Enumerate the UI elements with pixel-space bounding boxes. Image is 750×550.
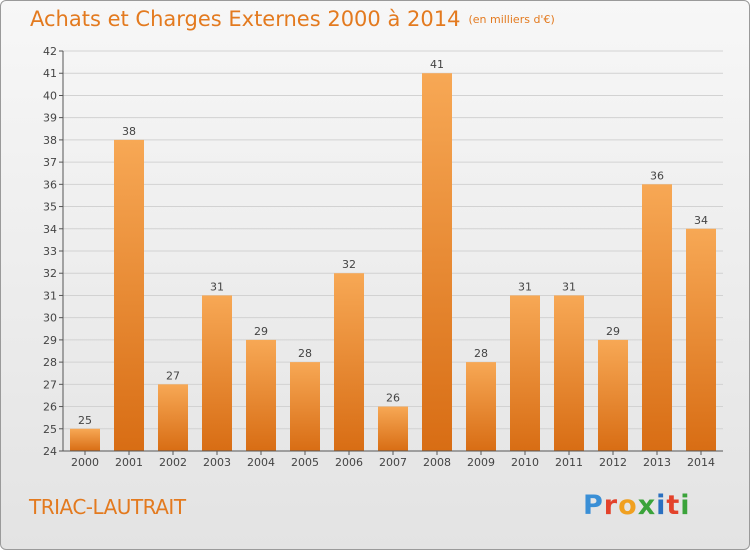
bar — [202, 295, 232, 451]
y-tick-label: 41 — [43, 67, 57, 80]
bar-value-label: 25 — [78, 414, 92, 427]
bar — [70, 428, 100, 451]
bar — [510, 295, 540, 451]
x-tick-label: 2011 — [555, 456, 583, 469]
bar-value-label: 31 — [518, 280, 532, 293]
x-tick-label: 2002 — [159, 456, 187, 469]
x-tick-label: 2000 — [71, 456, 99, 469]
y-tick-label: 32 — [43, 267, 57, 280]
bar-value-label: 34 — [694, 214, 708, 227]
place-name: TRIAC-LAUTRAIT — [29, 495, 186, 519]
bar-value-label: 29 — [254, 325, 268, 338]
logo-letter: t — [666, 490, 681, 521]
logo-letter: x — [637, 490, 657, 521]
y-tick-label: 33 — [43, 245, 57, 258]
x-tick-label: 2014 — [687, 456, 715, 469]
x-tick-label: 2004 — [247, 456, 275, 469]
x-tick-label: 2013 — [643, 456, 671, 469]
y-tick-label: 34 — [43, 223, 57, 236]
bar-value-label: 26 — [386, 392, 400, 405]
bar-value-label: 28 — [298, 347, 312, 360]
x-tick-label: 2006 — [335, 456, 363, 469]
title-text: Achats et Charges Externes 2000 à 2014 — [30, 7, 461, 31]
y-tick-label: 28 — [43, 356, 57, 369]
y-tick-label: 38 — [43, 134, 57, 147]
bar — [334, 273, 364, 451]
bar — [114, 139, 144, 451]
bar-value-label: 41 — [430, 58, 444, 71]
bar-value-label: 31 — [210, 280, 224, 293]
bar-value-label: 29 — [606, 325, 620, 338]
y-tick-label: 24 — [43, 445, 57, 458]
logo-letter: i — [680, 490, 691, 521]
y-tick-label: 25 — [43, 423, 57, 436]
y-tick-label: 37 — [43, 156, 57, 169]
chart-title: Achats et Charges Externes 2000 à 2014 (e… — [30, 7, 555, 31]
x-tick-label: 2001 — [115, 456, 143, 469]
y-tick-label: 36 — [43, 178, 57, 191]
x-tick-label: 2008 — [423, 456, 451, 469]
y-tick-label: 26 — [43, 401, 57, 414]
bar — [290, 362, 320, 451]
bar — [686, 228, 716, 451]
y-tick-label: 30 — [43, 312, 57, 325]
proxiti-logo: Proxiti — [583, 490, 691, 521]
bar — [158, 384, 188, 451]
logo-letter: P — [583, 490, 604, 521]
logo-letter: r — [603, 490, 619, 521]
bar — [422, 73, 452, 451]
y-tick-label: 42 — [43, 45, 57, 58]
y-tick-label: 27 — [43, 378, 57, 391]
logo-letter: o — [618, 490, 638, 521]
title-unit: (en milliers d'€) — [468, 13, 555, 26]
y-tick-label: 31 — [43, 289, 57, 302]
bar — [378, 406, 408, 451]
bar-value-label: 38 — [122, 125, 136, 138]
y-tick-label: 29 — [43, 334, 57, 347]
x-tick-label: 2012 — [599, 456, 627, 469]
x-tick-label: 2003 — [203, 456, 231, 469]
y-tick-label: 40 — [43, 89, 57, 102]
bar — [642, 184, 672, 452]
x-tick-label: 2010 — [511, 456, 539, 469]
x-tick-label: 2005 — [291, 456, 319, 469]
bar-value-label: 36 — [650, 169, 664, 182]
bar — [598, 339, 628, 451]
logo-letter: i — [656, 490, 667, 521]
x-tick-label: 2007 — [379, 456, 407, 469]
x-tick-label: 2009 — [467, 456, 495, 469]
bar-value-label: 28 — [474, 347, 488, 360]
bar — [246, 339, 276, 451]
bar — [554, 295, 584, 451]
y-tick-label: 39 — [43, 112, 57, 125]
y-tick-label: 35 — [43, 201, 57, 214]
bar-value-label: 27 — [166, 369, 180, 382]
bar — [466, 362, 496, 451]
bar-value-label: 32 — [342, 258, 356, 271]
bar-value-label: 31 — [562, 280, 576, 293]
